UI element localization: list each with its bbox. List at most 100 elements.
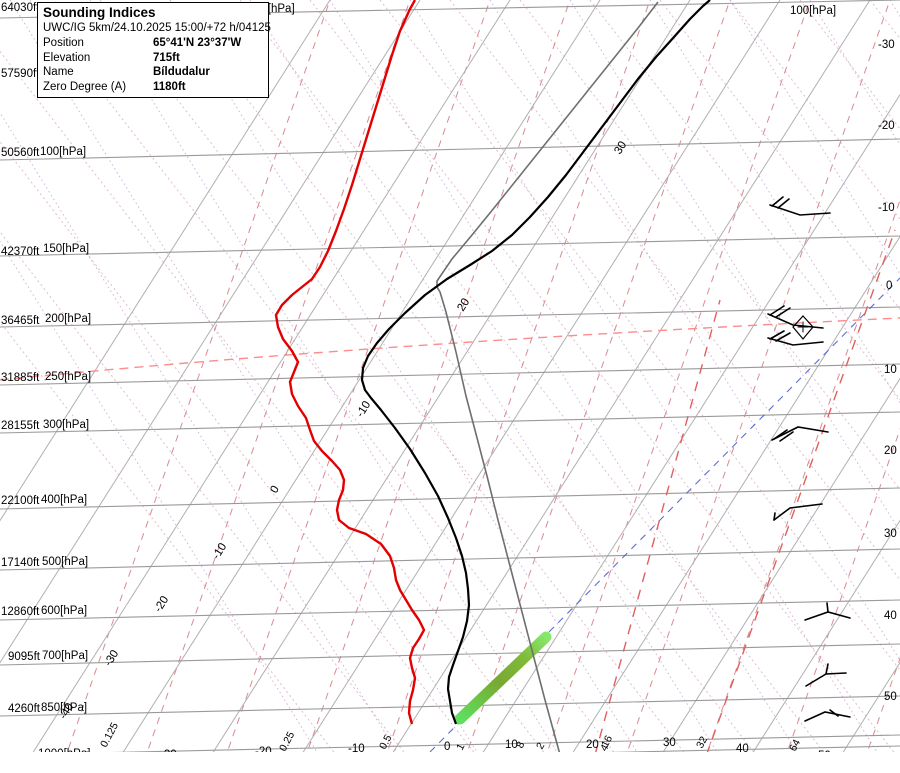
mixing-ratio-label-64: 64 — [787, 737, 803, 753]
mixing-ratio-label-32: 32 — [694, 734, 710, 750]
altitude-label-28155: 28155ft — [1, 420, 40, 432]
pressure-label-200: 200[hPa] — [45, 313, 91, 325]
temp-tick--10: -10 — [348, 743, 365, 755]
isotherm-label-30: 30 — [612, 139, 629, 156]
wind-barb — [773, 503, 823, 521]
altitude-label-22100: 22100ft — [1, 495, 40, 507]
temp-tick-30: 30 — [663, 737, 676, 749]
mixing-ratio-labels: 0.125 0.25 0.5 1 2 4 8 16 32 64 -40 — [78, 720, 803, 768]
right-temp--20: -20 — [878, 120, 895, 132]
pressure-label-850: 850[hPa] — [41, 702, 87, 714]
pressure-label-150: 150[hPa] — [43, 243, 89, 255]
altitude-axis-labels: 64030ft 57590ft 50560ft 42370ft 36465ft … — [1, 2, 41, 715]
altitude-label-31885: 31885ft — [1, 372, 40, 384]
mixing-ratio-label-4: 4 — [598, 742, 611, 753]
altitude-label-57590: 57590ft — [1, 68, 40, 80]
panel-row-position: Position 65°41'N 23°37'W — [43, 36, 264, 51]
altitude-label-12860: 12860ft — [1, 606, 40, 618]
temp-tick--30: -30 — [160, 749, 177, 761]
right-temp-10: 10 — [884, 364, 897, 376]
bottom-temperature-labels: -30 -20 -10 0 10 20 30 40 50 — [160, 737, 831, 762]
wind-barb — [769, 196, 831, 216]
altitude-label-42370: 42370ft — [1, 246, 40, 258]
pressure-label-600: 600[hPa] — [41, 605, 87, 617]
temp-tick-40: 40 — [736, 743, 749, 755]
altitude-label-17140: 17140ft — [1, 557, 40, 569]
panel-table: Position 65°41'N 23°37'W Elevation 715ft… — [43, 36, 264, 94]
altitude-label-36465: 36465ft — [1, 315, 40, 327]
panel-value-elevation: 715ft — [153, 51, 180, 64]
right-temp--10: -10 — [878, 202, 895, 214]
zero-degree-line — [0, 317, 900, 381]
mixing-ratio-label-0.125: 0.125 — [98, 720, 121, 749]
wind-barb — [771, 426, 829, 442]
panel-row-elevation: Elevation 715ft — [43, 51, 264, 66]
pressure-label-1000: 1000[hPa] — [38, 748, 90, 760]
altitude-label-9095: 9095ft — [8, 651, 41, 663]
mixing-ratio-lines — [66, 0, 900, 752]
mixing-ratio-label-0.25: 0.25 — [277, 730, 297, 754]
temp-tick-50: 50 — [818, 750, 831, 762]
pressure-label-1050: 1050[hPa] — [38, 759, 90, 771]
wind-barb — [767, 330, 824, 346]
sounding-indices-panel: Sounding Indices UWC/IG 5km/24.10.2025 1… — [37, 2, 271, 98]
pressure-label-700: 700[hPa] — [42, 650, 88, 662]
pressure-label-100-right: 100[hPa] — [790, 5, 836, 17]
wind-barb-column — [767, 196, 851, 722]
right-temp-20: 20 — [884, 445, 897, 457]
panel-title: Sounding Indices — [43, 5, 156, 20]
right-temperature-labels: -30 -20 -10 0 10 20 30 40 50 — [878, 39, 897, 703]
mixing-ratio-label-1: 1 — [454, 741, 467, 752]
mixing-ratio-label-8: 8 — [514, 739, 527, 750]
panel-key-position: Position — [43, 37, 84, 49]
panel-model-line: UWC/IG 5km/24.10.2025 15:00/+72 h/04125 — [43, 22, 271, 34]
temp-tick-10: 10 — [505, 739, 518, 751]
panel-key-elevation: Elevation — [43, 51, 91, 64]
right-temp--30: -30 — [878, 39, 895, 51]
temp-tick--20: -20 — [255, 746, 272, 758]
tropopause-diamond-marker — [792, 315, 814, 340]
panel-value-zero-degree: 1180ft — [153, 80, 186, 93]
isotherm-label-10-upper: -10 — [354, 399, 373, 419]
panel-key-zero-degree: Zero Degree (A) — [43, 80, 127, 93]
parcel-path-line — [436, 1, 659, 752]
pressure-label-250: 250[hPa] — [45, 371, 91, 383]
isotherm-label-20: 20 — [455, 296, 472, 313]
right-temp-50: 50 — [884, 691, 897, 703]
wind-barb — [804, 602, 851, 621]
altitude-label-4260: 4260ft — [8, 703, 41, 715]
panel-value-name: Bíldudalur — [153, 66, 210, 78]
mixing-ratio-label-0.5: 0.5 — [377, 733, 395, 752]
right-temp-40: 40 — [884, 610, 897, 622]
dewpoint-curve — [274, 0, 426, 725]
pressure-axis-labels: 50[hPa] 100[hPa] 100[hPa] 150[hPa] 200[h… — [38, 3, 836, 771]
panel-row-zero-degree: Zero Degree (A) 1180ft — [43, 80, 264, 95]
right-temp-30: 30 — [884, 528, 897, 540]
temp-tick-20: 20 — [586, 739, 599, 751]
pressure-label-300: 300[hPa] — [43, 419, 89, 431]
isotherm-label--30: -30 — [102, 648, 121, 668]
pressure-label-100: 100[hPa] — [40, 146, 86, 158]
mixing-ratio-label-2: 2 — [534, 740, 547, 751]
altitude-label-50560: 50560ft — [1, 147, 40, 159]
wind-barb — [805, 663, 847, 687]
isotherm-label--20: -20 — [152, 594, 171, 614]
panel-value-position: 65°41'N 23°37'W — [153, 37, 242, 49]
temperature-curve — [360, 0, 711, 725]
right-temp-0: 0 — [886, 280, 892, 292]
isotherm-label-0: 0 — [268, 484, 282, 496]
pressure-label-400: 400[hPa] — [41, 494, 87, 506]
pressure-label-500: 500[hPa] — [42, 556, 88, 568]
wind-barb — [804, 709, 851, 722]
mixing-ratio-label-extra: -40 — [78, 749, 96, 768]
temp-tick-0: 0 — [444, 741, 450, 753]
red-dashed-flank — [595, 229, 896, 752]
isotherm-label--10: -10 — [210, 541, 229, 561]
panel-key-name: Name — [43, 66, 74, 78]
altitude-label-64030: 64030ft — [1, 2, 40, 14]
